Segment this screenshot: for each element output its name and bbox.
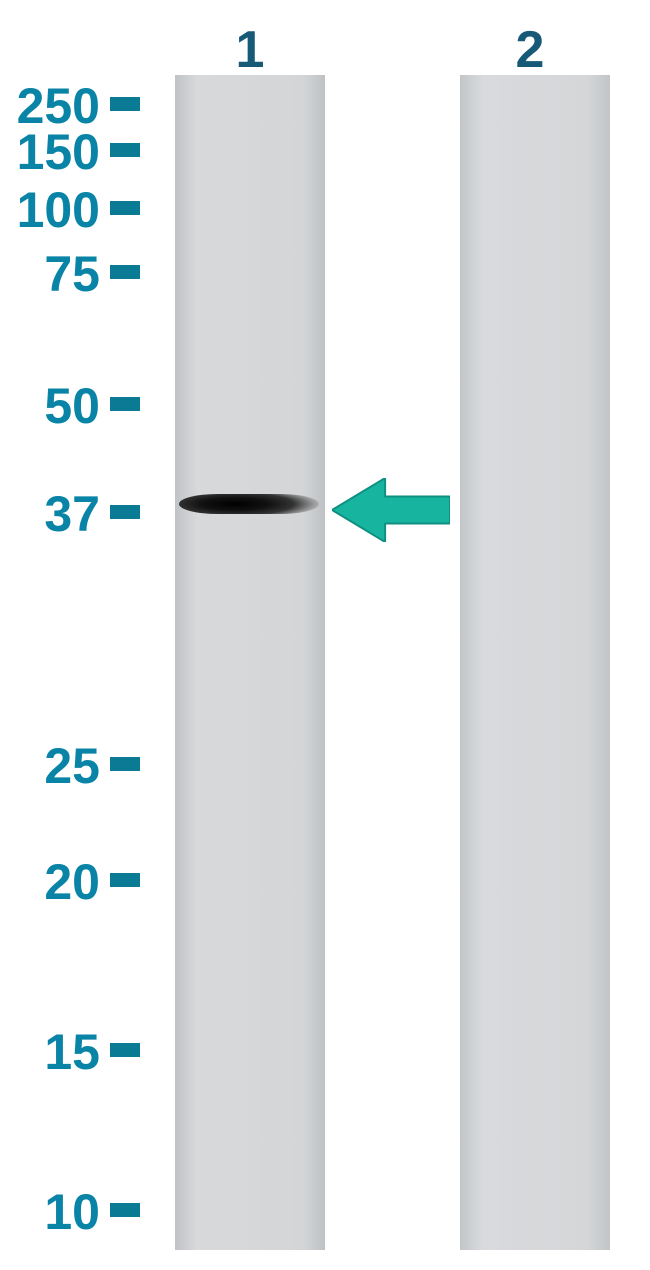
lane-header: 2 — [500, 20, 560, 80]
mw-marker-tick — [110, 505, 140, 519]
mw-marker-tick — [110, 757, 140, 771]
mw-marker-tick — [110, 1203, 140, 1217]
blot-figure: 1225015010075503725201510 — [0, 0, 650, 1270]
mw-marker-tick — [110, 873, 140, 887]
mw-marker-label: 100 — [0, 181, 100, 239]
mw-marker-label: 15 — [0, 1023, 100, 1081]
lane-2 — [460, 75, 610, 1250]
lane-header: 1 — [220, 20, 280, 80]
mw-marker-label: 20 — [0, 853, 100, 911]
mw-marker-tick — [110, 201, 140, 215]
mw-marker-tick — [110, 397, 140, 411]
mw-marker-label: 150 — [0, 123, 100, 181]
mw-marker-tick — [110, 265, 140, 279]
mw-marker-tick — [110, 1043, 140, 1057]
mw-marker-tick — [110, 97, 140, 111]
lane-1 — [175, 75, 325, 1250]
band-indicator-arrow-icon — [332, 478, 450, 542]
mw-marker-label: 25 — [0, 737, 100, 795]
mw-marker-label: 75 — [0, 245, 100, 303]
mw-marker-label: 10 — [0, 1183, 100, 1241]
mw-marker-label: 37 — [0, 485, 100, 543]
mw-marker-label: 50 — [0, 377, 100, 435]
protein-band — [179, 494, 319, 514]
mw-marker-tick — [110, 143, 140, 157]
